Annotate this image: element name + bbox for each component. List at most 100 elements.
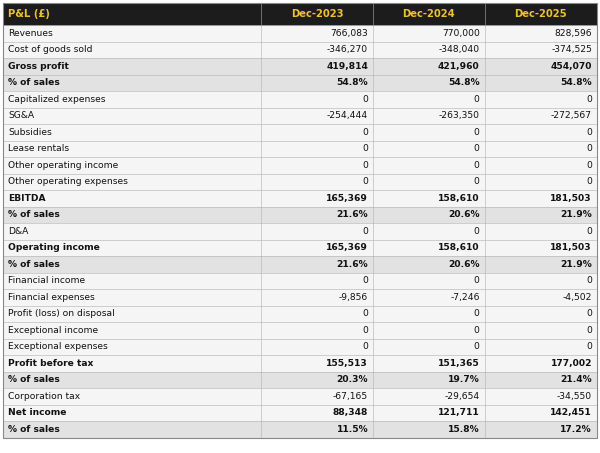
- Bar: [3, 240, 597, 256]
- Bar: [3, 322, 597, 338]
- Text: 0: 0: [362, 227, 368, 236]
- Text: 165,369: 165,369: [326, 194, 368, 203]
- Text: 20.3%: 20.3%: [337, 375, 368, 384]
- Text: 19.7%: 19.7%: [448, 375, 480, 384]
- Text: 155,513: 155,513: [326, 359, 368, 368]
- Text: 0: 0: [474, 144, 480, 153]
- Text: 0: 0: [362, 276, 368, 285]
- Text: 21.9%: 21.9%: [560, 260, 592, 269]
- Text: Lease rentals: Lease rentals: [8, 144, 69, 153]
- Text: Profit before tax: Profit before tax: [8, 359, 94, 368]
- Text: Net income: Net income: [8, 408, 67, 417]
- Text: 54.8%: 54.8%: [560, 78, 592, 87]
- Text: 0: 0: [474, 276, 480, 285]
- Text: -374,525: -374,525: [551, 45, 592, 54]
- Text: 0: 0: [586, 95, 592, 104]
- Text: 0: 0: [586, 144, 592, 153]
- Text: 0: 0: [586, 276, 592, 285]
- Bar: [3, 42, 597, 58]
- Bar: [3, 173, 597, 190]
- Text: -263,350: -263,350: [439, 111, 480, 120]
- Text: 454,070: 454,070: [551, 62, 592, 71]
- Text: 17.2%: 17.2%: [560, 425, 592, 434]
- Text: 0: 0: [474, 177, 480, 186]
- Text: 54.8%: 54.8%: [337, 78, 368, 87]
- Bar: [3, 157, 597, 173]
- Text: 0: 0: [586, 161, 592, 170]
- Bar: [3, 3, 597, 25]
- Text: Corporation tax: Corporation tax: [8, 392, 80, 401]
- Text: 0: 0: [362, 128, 368, 137]
- Text: 0: 0: [474, 128, 480, 137]
- Text: 0: 0: [474, 95, 480, 104]
- Text: 0: 0: [586, 177, 592, 186]
- Text: -348,040: -348,040: [439, 45, 480, 54]
- Text: % of sales: % of sales: [8, 260, 60, 269]
- Text: P&L (£): P&L (£): [8, 9, 50, 19]
- Text: -29,654: -29,654: [445, 392, 480, 401]
- Text: -346,270: -346,270: [327, 45, 368, 54]
- Text: EBITDA: EBITDA: [8, 194, 46, 203]
- Text: Dec-2025: Dec-2025: [515, 9, 567, 19]
- Text: -254,444: -254,444: [327, 111, 368, 120]
- Text: -34,550: -34,550: [557, 392, 592, 401]
- Text: 0: 0: [586, 128, 592, 137]
- Text: -7,246: -7,246: [450, 293, 480, 302]
- Text: Other operating income: Other operating income: [8, 161, 118, 170]
- Text: Revenues: Revenues: [8, 29, 53, 38]
- Text: 21.6%: 21.6%: [337, 260, 368, 269]
- Bar: [3, 58, 597, 74]
- Bar: [3, 25, 597, 42]
- Text: % of sales: % of sales: [8, 210, 60, 219]
- Text: Capitalized expenses: Capitalized expenses: [8, 95, 106, 104]
- Bar: [3, 256, 597, 273]
- Text: 15.8%: 15.8%: [448, 425, 480, 434]
- Bar: [3, 355, 597, 371]
- Bar: [3, 371, 597, 388]
- Text: Profit (loss) on disposal: Profit (loss) on disposal: [8, 309, 115, 318]
- Text: Dec-2023: Dec-2023: [291, 9, 343, 19]
- Text: Cost of goods sold: Cost of goods sold: [8, 45, 92, 54]
- Text: -4,502: -4,502: [563, 293, 592, 302]
- Text: Gross profit: Gross profit: [8, 62, 69, 71]
- Text: 21.4%: 21.4%: [560, 375, 592, 384]
- Bar: [3, 124, 597, 140]
- Text: 158,610: 158,610: [438, 194, 480, 203]
- Text: -67,165: -67,165: [333, 392, 368, 401]
- Bar: [3, 91, 597, 107]
- Text: 0: 0: [362, 95, 368, 104]
- Text: 0: 0: [474, 227, 480, 236]
- Text: 0: 0: [474, 161, 480, 170]
- Text: Dec-2024: Dec-2024: [403, 9, 455, 19]
- Text: 766,083: 766,083: [331, 29, 368, 38]
- Bar: [3, 289, 597, 305]
- Text: 0: 0: [474, 326, 480, 335]
- Bar: [3, 107, 597, 124]
- Bar: [3, 190, 597, 207]
- Bar: [3, 207, 597, 223]
- Text: 142,451: 142,451: [550, 408, 592, 417]
- Text: % of sales: % of sales: [8, 425, 60, 434]
- Text: 151,365: 151,365: [438, 359, 480, 368]
- Text: 158,610: 158,610: [438, 243, 480, 252]
- Text: Operating income: Operating income: [8, 243, 100, 252]
- Text: 54.8%: 54.8%: [448, 78, 480, 87]
- Text: Subsidies: Subsidies: [8, 128, 52, 137]
- Text: 0: 0: [586, 326, 592, 335]
- Text: SG&A: SG&A: [8, 111, 34, 120]
- Text: 181,503: 181,503: [550, 243, 592, 252]
- Text: 0: 0: [362, 342, 368, 351]
- Text: -272,567: -272,567: [551, 111, 592, 120]
- Text: 21.9%: 21.9%: [560, 210, 592, 219]
- Bar: [3, 273, 597, 289]
- Text: 0: 0: [586, 227, 592, 236]
- Bar: [3, 74, 597, 91]
- Text: 770,000: 770,000: [442, 29, 480, 38]
- Text: 0: 0: [362, 326, 368, 335]
- Text: 20.6%: 20.6%: [448, 260, 480, 269]
- Text: % of sales: % of sales: [8, 78, 60, 87]
- Text: 0: 0: [586, 309, 592, 318]
- Bar: [3, 140, 597, 157]
- Bar: [3, 405, 597, 421]
- Text: 419,814: 419,814: [326, 62, 368, 71]
